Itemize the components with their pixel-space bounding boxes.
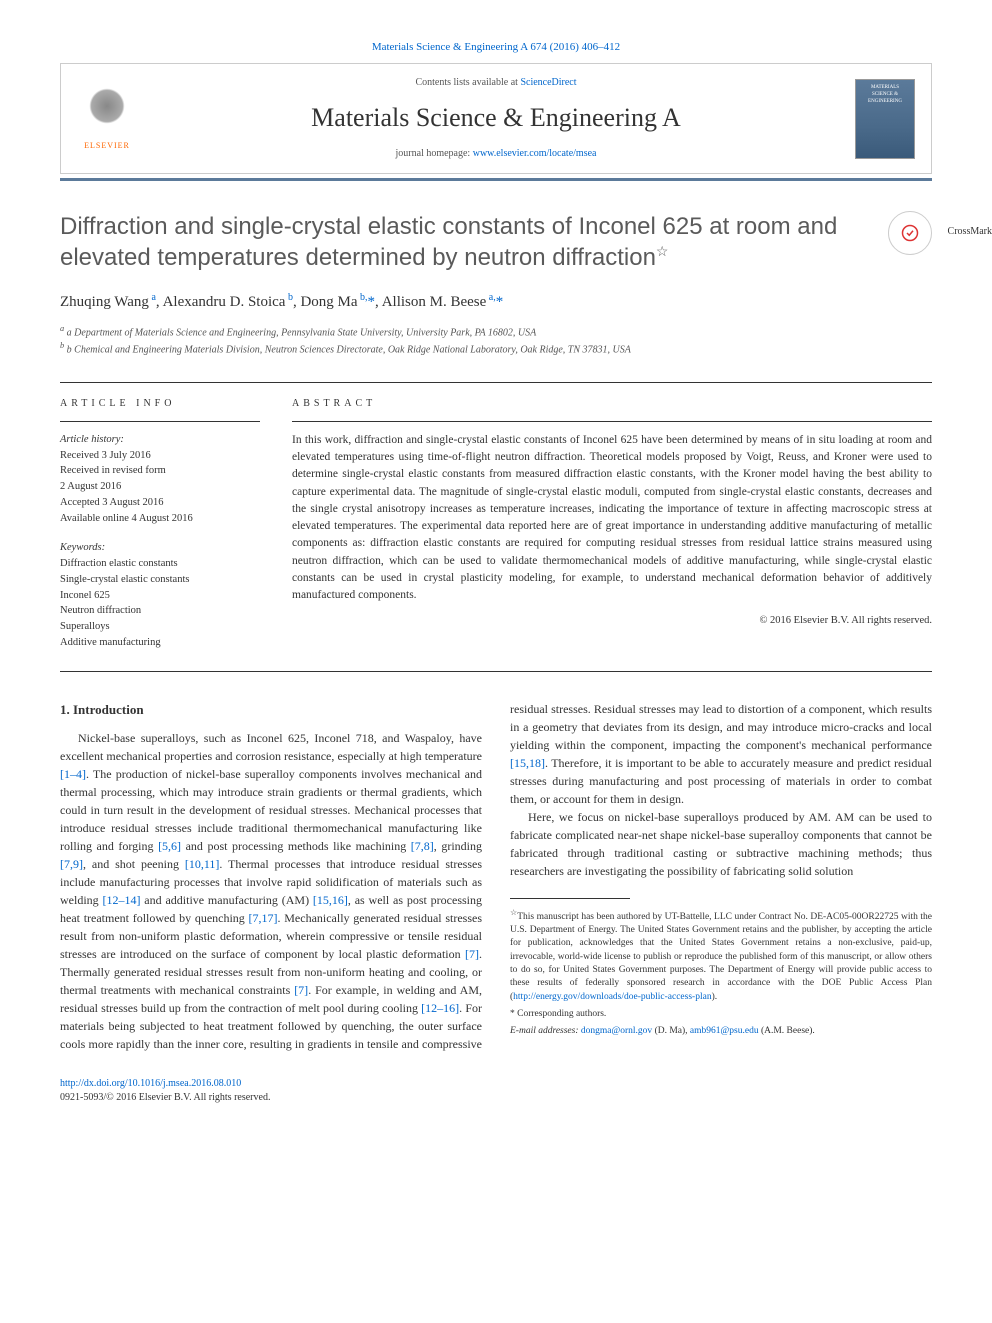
affiliation-text: b Chemical and Engineering Materials Div… [67,345,631,356]
crossmark-icon [901,224,919,242]
elsevier-logo-text: ELSEVIER [84,140,130,151]
citation-link[interactable]: Materials Science & Engineering A 674 (2… [372,41,620,53]
article-title: Diffraction and single-crystal elastic c… [60,211,876,273]
ref-link[interactable]: [15,16] [313,893,348,907]
article-title-text: Diffraction and single-crystal elastic c… [60,213,837,271]
history-line: Accepted 3 August 2016 [60,495,260,511]
ref-link[interactable]: [12–14] [102,893,140,907]
homepage-link[interactable]: www.elsevier.com/locate/msea [473,148,597,159]
article-history: Article history: Received 3 July 2016 Re… [60,432,260,527]
email-who: (A.M. Beese). [759,1026,815,1036]
authors-line: Zhuqing Wang a, Alexandru D. Stoica b, D… [60,291,932,313]
journal-name: Materials Science & Engineering A [157,100,835,136]
history-line: 2 August 2016 [60,479,260,495]
ref-link[interactable]: [7,9] [60,857,83,871]
citation-header: Materials Science & Engineering A 674 (2… [60,40,932,55]
body-text: . Therefore, it is important to be able … [510,756,932,806]
body-divider [60,671,932,672]
body-text: welding [60,893,102,907]
footnote-separator [510,898,630,899]
email-label: E-mail addresses: [510,1026,581,1036]
keyword: Diffraction elastic constants [60,556,260,572]
ref-link[interactable]: [15,18] [510,756,545,770]
affiliation-b: b b Chemical and Engineering Materials D… [60,340,932,357]
keywords-label: Keywords: [60,540,260,556]
body-text: and additive manufacturing (AM) [140,893,312,907]
ref-link[interactable]: [12–16] [421,1001,459,1015]
body-two-column: 1. Introduction Nickel-base superalloys,… [60,700,932,1054]
journal-header: ELSEVIER Contents lists available at Sci… [60,63,932,173]
sciencedirect-link[interactable]: ScienceDirect [520,77,576,88]
author-affil-sup: b [285,292,293,303]
section-divider [60,382,932,383]
email-link[interactable]: dongma@ornl.gov [581,1026,652,1036]
email-link[interactable]: amb961@psu.edu [690,1026,759,1036]
ref-link[interactable]: [7,17] [249,911,278,925]
page-bottom: http://dx.doi.org/10.1016/j.msea.2016.08… [60,1077,932,1105]
article-info-heading: article info [60,397,260,411]
author-affil-sup: b, [358,292,368,303]
affiliation-a: a a Department of Materials Science and … [60,323,932,340]
abstract-heading: abstract [292,397,932,411]
body-text: and post processing methods like machini… [181,839,411,853]
email-who: (D. Ma), [652,1026,690,1036]
history-line: Received 3 July 2016 [60,448,260,464]
crossmark-badge[interactable]: CrossMark [888,211,932,255]
abstract-column: abstract In this work, diffraction and s… [292,397,932,665]
ref-link[interactable]: [1–4] [60,767,86,781]
info-divider [60,421,260,422]
section-heading-introduction: 1. Introduction [60,700,482,720]
crossmark-label: CrossMark [948,225,992,239]
doi-link[interactable]: http://dx.doi.org/10.1016/j.msea.2016.08… [60,1078,241,1089]
doe-plan-link[interactable]: http://energy.gov/downloads/doe-public-a… [513,992,711,1002]
body-text: , grinding [434,839,482,853]
header-accent-bar [60,178,932,181]
footnotes: ☆This manuscript has been authored by UT… [510,907,932,1039]
body-paragraph: Here, we focus on nickel-base superalloy… [510,808,932,880]
contents-line: Contents lists available at ScienceDirec… [157,76,835,90]
abstract-divider [292,421,932,422]
keyword: Superalloys [60,619,260,635]
ref-link[interactable]: [7] [294,983,308,997]
corresponding-authors-label: * Corresponding authors. [510,1008,932,1021]
header-center: Contents lists available at ScienceDirec… [157,76,835,160]
history-line: Received in revised form [60,463,260,479]
keyword: Single-crystal elastic constants [60,572,260,588]
ref-link[interactable]: [5,6] [158,839,181,853]
ref-link[interactable]: [7,8] [411,839,434,853]
body-text: , and shot peening [83,857,185,871]
history-line: Available online 4 August 2016 [60,511,260,527]
ref-link[interactable]: [7] [465,947,479,961]
corr-marker[interactable]: * [496,294,504,310]
abstract-text: In this work, diffraction and single-cry… [292,432,932,605]
abstract-copyright: © 2016 Elsevier B.V. All rights reserved… [292,614,932,629]
footnote-funding: ☆This manuscript has been authored by UT… [510,907,932,1004]
corr-marker[interactable]: * [368,294,376,310]
homepage-line: journal homepage: www.elsevier.com/locat… [157,147,835,161]
keyword: Neutron diffraction [60,603,260,619]
keywords-block: Keywords: Diffraction elastic constants … [60,540,260,650]
history-label: Article history: [60,432,260,448]
affiliations: a a Department of Materials Science and … [60,323,932,358]
affiliation-text: a Department of Materials Science and En… [67,327,537,338]
author-affil-sup: a, [486,292,495,303]
elsevier-tree-icon [82,86,132,136]
email-addresses: E-mail addresses: dongma@ornl.gov (D. Ma… [510,1025,932,1038]
footnote-text: This manuscript has been authored by UT-… [510,912,932,1002]
article-info-column: article info Article history: Received 3… [60,397,260,665]
ref-link[interactable]: [10,11] [185,857,220,871]
footnote-text: ). [712,992,718,1002]
homepage-prefix: journal homepage: [396,148,473,159]
author-affil-sup: a [149,292,156,303]
contents-prefix: Contents lists available at [415,77,520,88]
issn-copyright: 0921-5093/© 2016 Elsevier B.V. All right… [60,1092,270,1103]
journal-cover-thumb: MATERIALS SCIENCE & ENGINEERING [855,79,915,159]
elsevier-logo: ELSEVIER [77,84,137,154]
body-text: Nickel-base superalloys, such as Inconel… [60,731,482,763]
keyword: Inconel 625 [60,588,260,604]
title-footnote-marker: ☆ [656,243,669,259]
keyword: Additive manufacturing [60,635,260,651]
